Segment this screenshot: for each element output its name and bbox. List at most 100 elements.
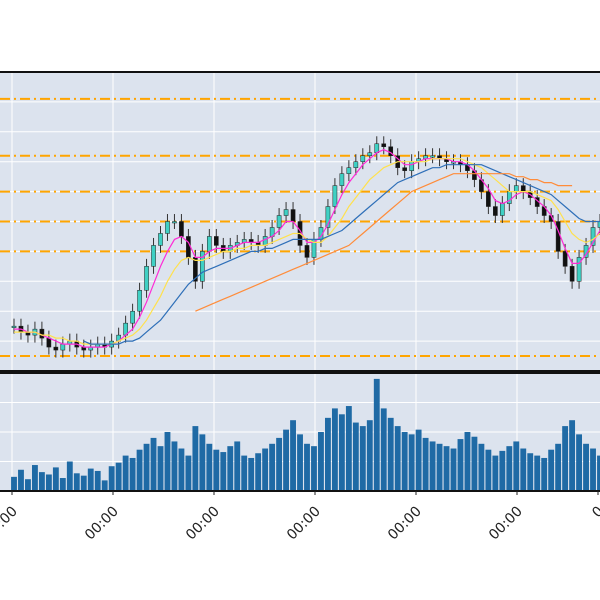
- candle-body: [493, 206, 498, 216]
- volume-bar: [80, 475, 87, 491]
- volume-bar: [122, 455, 129, 491]
- volume-bar: [234, 441, 241, 491]
- volume-bar: [52, 467, 59, 491]
- x-tick-label: 0: [589, 504, 600, 522]
- candle-body: [213, 236, 219, 246]
- candle-body: [144, 266, 149, 291]
- volume-bar: [415, 429, 422, 491]
- volume-bar: [143, 443, 150, 491]
- volume-bar: [311, 446, 317, 491]
- volume-bar: [569, 420, 576, 491]
- candle-body: [60, 343, 66, 351]
- volume-bar: [541, 457, 548, 491]
- volume-bar: [443, 446, 450, 491]
- volume-bar: [478, 443, 485, 491]
- candle-body: [569, 266, 575, 282]
- x-tick-label: 00:00: [0, 504, 21, 544]
- candle-body: [304, 245, 310, 258]
- x-tick-label: 00:00: [385, 504, 425, 544]
- volume-bar: [534, 455, 541, 491]
- volume-bar: [290, 420, 296, 491]
- volume-bar: [220, 452, 227, 491]
- volume-bar: [178, 448, 185, 491]
- volume-bar: [394, 426, 401, 491]
- volume-bar: [464, 432, 471, 491]
- volume-bar: [185, 455, 192, 491]
- candle-body: [576, 257, 582, 282]
- volume-bar: [318, 432, 324, 491]
- moving-average-line: [195, 173, 573, 312]
- volume-bar: [25, 479, 31, 491]
- volume-bar: [227, 446, 234, 491]
- candle-body: [513, 185, 519, 192]
- volume-bar: [548, 449, 555, 491]
- volume-bar: [87, 468, 94, 491]
- candle-body: [137, 290, 142, 312]
- volume-bar: [583, 443, 589, 491]
- x-tick-label: 00:00: [82, 504, 122, 544]
- candle-body: [346, 167, 352, 174]
- volume-bar: [73, 473, 80, 491]
- volume-bar: [506, 446, 513, 491]
- candle-body: [555, 221, 561, 252]
- volume-bar: [304, 443, 310, 491]
- volume-bar: [199, 434, 206, 491]
- price-panel: [0, 71, 600, 372]
- volume-bar: [359, 426, 366, 491]
- candle-body: [409, 161, 414, 171]
- candle-body: [325, 206, 331, 228]
- volume-bar: [380, 408, 387, 491]
- volume-bar: [255, 453, 262, 491]
- volume-bar: [94, 470, 101, 491]
- candle-body: [374, 143, 380, 153]
- volume-bar: [283, 429, 290, 491]
- candle-body: [46, 337, 52, 348]
- candle-body: [590, 227, 596, 246]
- candlesticks: [11, 136, 600, 358]
- candle-body: [151, 245, 156, 267]
- volume-bar: [136, 449, 143, 491]
- volume-bar: [485, 449, 492, 491]
- volume-bar: [429, 441, 436, 491]
- volume-bar: [248, 457, 255, 491]
- volume-panel: [0, 372, 600, 492]
- candle-body: [130, 310, 135, 324]
- candle-body: [179, 221, 184, 237]
- volume-bar: [590, 448, 596, 491]
- volume-bar: [66, 461, 73, 491]
- volume-bar: [345, 406, 352, 491]
- candle-body: [500, 203, 505, 216]
- volume-bars: [11, 378, 600, 491]
- volume-bar: [269, 443, 276, 491]
- volume-bar: [192, 426, 199, 491]
- candle-body: [402, 167, 407, 171]
- volume-bar: [115, 462, 122, 491]
- candle-body: [207, 236, 212, 252]
- x-tick-label: 00:00: [486, 504, 526, 544]
- x-axis: 00:00 00:00 00:00 00:00 00:00 00:00 0: [0, 491, 600, 543]
- candle-body: [39, 328, 45, 339]
- volume-bar: [562, 426, 569, 491]
- moving-averages: [14, 149, 600, 348]
- volume-bar: [206, 443, 213, 491]
- candle-body: [332, 185, 338, 207]
- candle-body: [486, 191, 491, 207]
- volume-bar: [18, 469, 24, 491]
- volume-bar: [401, 432, 408, 491]
- volume-bar: [241, 455, 248, 491]
- volume-bar: [331, 408, 338, 491]
- volume-bar: [576, 434, 583, 491]
- volume-bar: [324, 417, 331, 491]
- moving-average-line: [83, 164, 600, 345]
- volume-bar: [527, 453, 534, 491]
- candle-body: [367, 152, 373, 156]
- volume-bar: [366, 420, 373, 491]
- volume-bar: [45, 474, 52, 491]
- volume-bar: [471, 436, 478, 491]
- candle-body: [562, 251, 568, 267]
- candle-body: [200, 251, 205, 282]
- volume-bar: [555, 443, 562, 491]
- candle-body: [276, 215, 282, 228]
- volume-bar: [213, 449, 220, 491]
